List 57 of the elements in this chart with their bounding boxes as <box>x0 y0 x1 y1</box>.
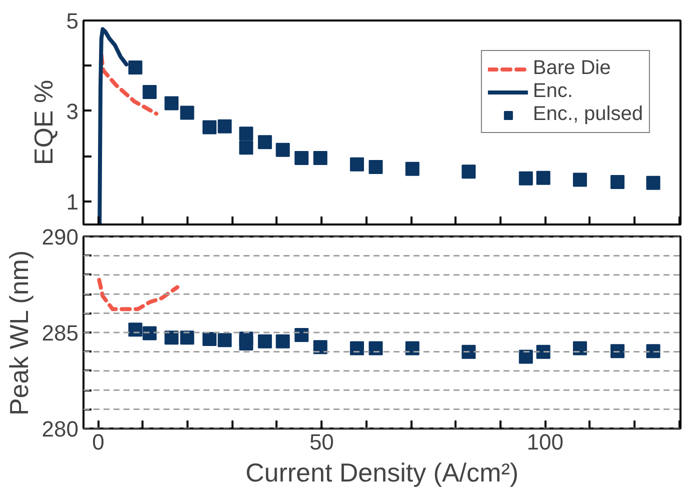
point <box>572 172 587 187</box>
y-tick-label: 280 <box>42 416 79 442</box>
point <box>350 157 364 172</box>
point <box>180 106 194 120</box>
x-tick-label: 100 <box>526 430 564 454</box>
legend-label: Bare Die <box>532 57 611 80</box>
x-axis-title: Current Density (A/cm²) <box>245 458 519 488</box>
point <box>405 341 420 356</box>
point <box>239 140 254 155</box>
y-axis-title: Peak WL (nm) <box>4 250 34 416</box>
point <box>368 341 383 356</box>
legend-label: Enc., pulsed <box>532 103 643 126</box>
point <box>142 326 157 340</box>
point <box>313 151 328 166</box>
point <box>128 322 142 337</box>
point <box>610 344 624 358</box>
y-tick-label: 1 <box>66 189 79 214</box>
point <box>202 120 217 134</box>
point <box>276 334 290 348</box>
line-series <box>97 278 180 312</box>
point <box>239 126 254 141</box>
point <box>368 160 383 174</box>
point <box>518 350 533 364</box>
point <box>462 164 476 179</box>
point <box>258 135 272 150</box>
point <box>258 334 272 348</box>
point <box>646 176 660 190</box>
point <box>202 332 217 346</box>
point <box>610 174 624 189</box>
point <box>536 344 550 359</box>
y-tick-label: 290 <box>42 224 79 250</box>
point <box>276 142 290 157</box>
point <box>518 171 533 186</box>
y-tick-label: 3 <box>66 98 79 124</box>
point <box>164 330 179 345</box>
point <box>646 344 660 358</box>
point <box>142 84 157 99</box>
x-tick-label: 50 <box>309 430 334 454</box>
point <box>128 60 142 75</box>
x-tick-label: 0 <box>92 430 104 454</box>
point <box>405 162 420 176</box>
y-tick-label: 5 <box>66 8 79 34</box>
legend-label: Enc. <box>532 80 573 103</box>
y-tick-label: 285 <box>42 320 79 346</box>
point <box>218 333 232 348</box>
point <box>164 96 179 110</box>
point <box>313 340 328 354</box>
point <box>462 344 476 359</box>
y-axis-title: EQE % <box>28 80 58 166</box>
point <box>350 341 364 356</box>
point <box>572 341 587 356</box>
point <box>218 119 232 134</box>
point <box>294 151 309 166</box>
point <box>294 328 309 342</box>
point <box>536 170 550 185</box>
point <box>180 330 194 345</box>
point <box>239 336 254 350</box>
